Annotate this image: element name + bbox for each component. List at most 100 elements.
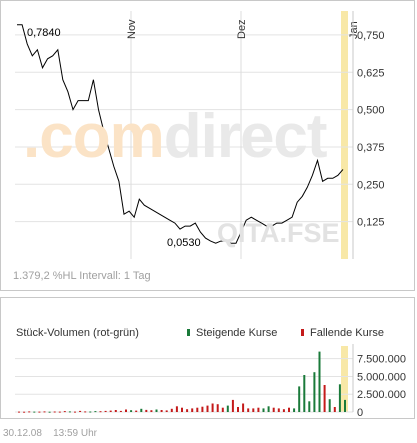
- volume-bar: [104, 410, 107, 412]
- volume-bar: [84, 411, 87, 413]
- volume-bar: [28, 411, 31, 413]
- volume-bar: [206, 405, 209, 412]
- volume-bar: [272, 407, 275, 412]
- volume-bar: [186, 409, 189, 412]
- volume-bar: [226, 405, 229, 412]
- peak-price-label: 0,7840: [27, 27, 61, 39]
- volume-bar: [109, 410, 112, 412]
- price-y-tick-1: 0,625: [357, 67, 385, 79]
- volume-bar: [221, 407, 224, 412]
- volume-chart-svg: 7.500.000 5.000.000 2.500.000 0: [15, 344, 406, 418]
- volume-bar: [74, 411, 76, 413]
- volume-bar: [114, 410, 117, 412]
- watermark-brand-left: .com: [23, 102, 165, 171]
- x-tick-nov: Nov: [126, 19, 138, 39]
- volume-bar: [145, 409, 148, 412]
- volume-bar: [277, 408, 280, 412]
- footer-date: 30.12.08: [3, 428, 42, 439]
- watermark-logo: .comdirect: [23, 101, 328, 172]
- volume-bar: [303, 375, 306, 412]
- footer-time: 13:59 Uhr: [53, 428, 97, 439]
- volume-bar: [298, 386, 301, 412]
- volume-bar: [43, 411, 46, 413]
- volume-bar: [58, 411, 61, 413]
- volume-bar: [323, 385, 326, 412]
- volume-bar: [288, 407, 290, 412]
- volume-y-tick-1: 5.000.000: [357, 371, 406, 383]
- volume-bar: [242, 403, 245, 412]
- volume-y-tick-3: 0: [357, 407, 363, 418]
- volume-bar: [201, 406, 204, 412]
- volume-bar: [344, 399, 346, 412]
- volume-bar: [328, 399, 331, 412]
- volume-bar: [99, 411, 102, 413]
- volume-highlight: [341, 346, 348, 412]
- volume-bar: [155, 409, 158, 412]
- volume-bar: [160, 410, 163, 412]
- volume-bar: [308, 401, 311, 412]
- legend-rising-label: Steigende Kurse: [196, 327, 278, 339]
- volume-bar: [175, 406, 178, 412]
- price-chart-panel: 0,750 0,625 0,500 0,375 0,250 0,125 Nov Dez Jan …: [0, 0, 415, 291]
- volume-bar: [48, 411, 51, 413]
- volume-bar: [79, 410, 82, 412]
- volume-bar: [63, 411, 66, 413]
- volume-bar: [211, 403, 214, 412]
- low-price-label: 0,0530: [167, 237, 201, 249]
- chart-footer-text: 1.379,2 %HL Intervall: 1 Tag: [13, 270, 151, 282]
- volume-bar: [338, 384, 341, 412]
- volume-bar: [170, 408, 173, 412]
- price-chart-svg: 0,750 0,625 0,500 0,375 0,250 0,125 Nov Dez Jan: [15, 11, 385, 259]
- volume-bar: [33, 411, 36, 413]
- volume-bar: [282, 409, 285, 412]
- volume-bar: [267, 406, 270, 412]
- legend-rising: Steigende Kurse: [187, 327, 277, 339]
- volume-bar: [333, 407, 336, 412]
- volume-bar: [196, 407, 199, 412]
- volume-title: Stück-Volumen (rot-grün): [16, 327, 139, 339]
- legend-falling-swatch: [301, 328, 304, 336]
- volume-chart-panel: 7.500.000 5.000.000 2.500.000 0 Stück-Volum…: [0, 297, 415, 419]
- current-period-highlight: [341, 11, 348, 259]
- volume-bar: [38, 411, 41, 413]
- volume-bar: [181, 407, 183, 412]
- volume-bar: [293, 408, 296, 412]
- volume-y-tick-2: 2.500.000: [357, 389, 406, 401]
- volume-bar: [216, 404, 219, 412]
- volume-bar: [94, 411, 97, 413]
- volume-bar: [130, 410, 133, 412]
- volume-bar: [125, 409, 127, 412]
- price-y-tick-2: 0,500: [357, 105, 385, 117]
- price-y-tick-3: 0,375: [357, 142, 385, 154]
- volume-bar: [135, 410, 138, 412]
- x-tick-jan: Jan: [348, 21, 360, 39]
- volume-bar: [119, 410, 122, 412]
- volume-bar: [313, 372, 316, 412]
- volume-bar: [318, 351, 321, 412]
- price-line: [17, 24, 344, 244]
- volume-bar: [140, 408, 143, 412]
- volume-y-tick-0: 7.500.000: [357, 354, 406, 366]
- volume-bar: [231, 399, 234, 412]
- legend-falling-label: Fallende Kurse: [310, 327, 384, 339]
- volume-bar: [262, 408, 265, 412]
- volume-bar: [150, 410, 153, 412]
- volume-bar: [53, 411, 56, 413]
- volume-bar: [23, 411, 26, 413]
- volume-bar: [237, 407, 239, 412]
- legend-rising-swatch: [187, 328, 190, 336]
- volume-bar: [68, 411, 71, 413]
- price-y-tick-4: 0,250: [357, 179, 385, 191]
- footer-timestamp: 30.12.08 13:59 Uhr: [3, 428, 97, 439]
- volume-bar: [247, 408, 250, 412]
- volume-bar: [18, 411, 20, 413]
- watermark-brand-right: direct: [163, 102, 328, 171]
- volume-bar: [257, 407, 260, 412]
- volume-bar: [89, 411, 92, 413]
- volume-bar: [252, 408, 255, 412]
- price-y-tick-0: 0,750: [357, 30, 385, 42]
- watermark-symbol: QITA.FSE: [217, 218, 340, 248]
- legend-falling: Fallende Kurse: [301, 327, 384, 339]
- volume-bar: [165, 410, 168, 412]
- x-tick-dez: Dez: [236, 19, 248, 39]
